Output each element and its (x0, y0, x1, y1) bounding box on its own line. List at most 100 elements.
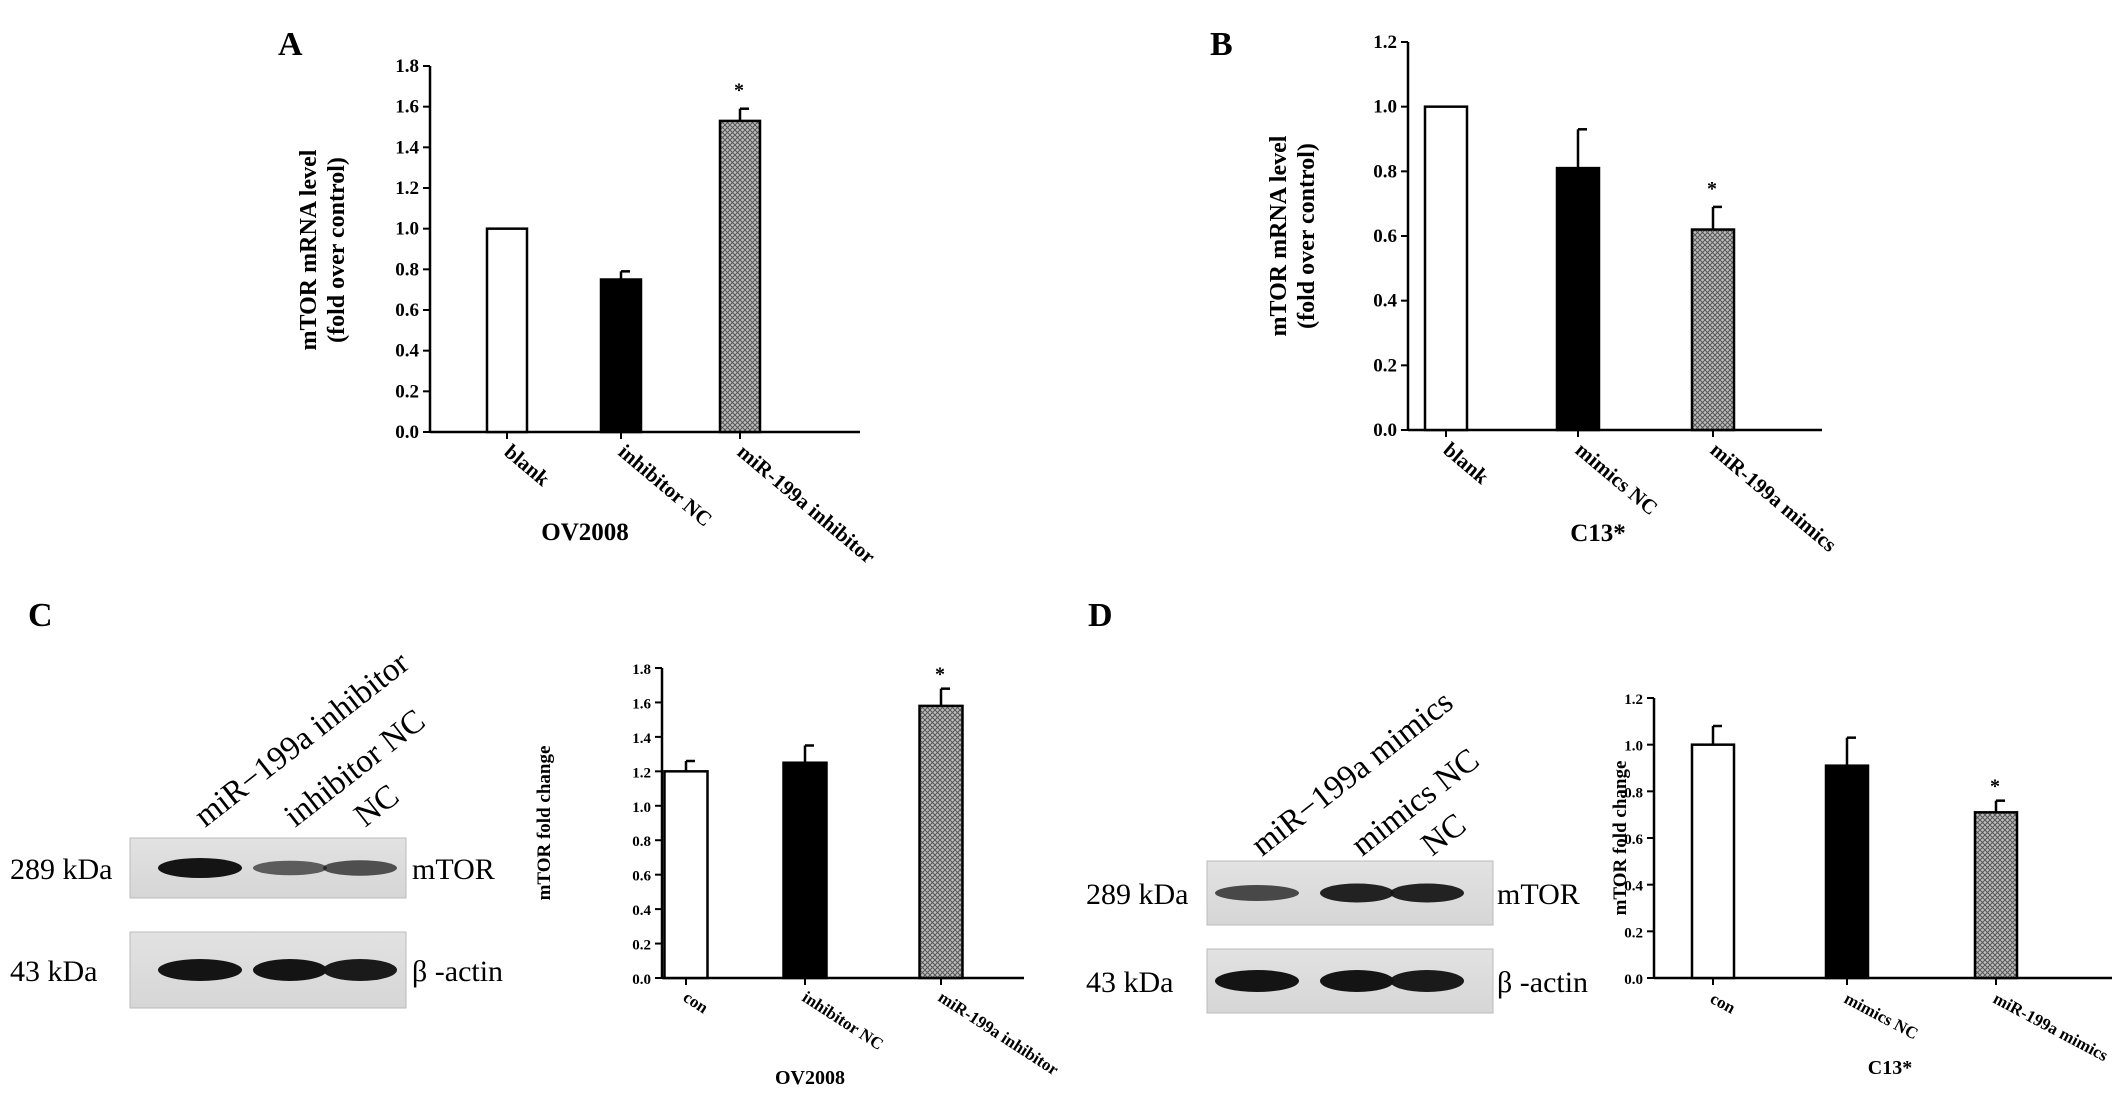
y-tick-label: 0.6 (1373, 226, 1397, 247)
blot-protein-label: mTOR (412, 853, 495, 886)
blot-band (158, 858, 242, 878)
x-category-label: inhibitor NC (799, 987, 887, 1053)
y-tick-label: 0.2 (632, 938, 651, 954)
x-axis-title: OV2008 (775, 1067, 845, 1089)
blot-size-label: 43 kDa (10, 955, 97, 988)
y-tick-label: 1.0 (1373, 97, 1397, 118)
y-tick-label: 1.8 (395, 56, 419, 77)
chart-b: 0.0 0.2 0.4 0.6 0.8 1.0 1.2 blank mimics NC * miR-… (1266, 32, 1841, 557)
chart-d: 0.0 0.2 0.4 0.6 0.8 1.0 1.2 con mimics NC * miR-19… (1610, 692, 2112, 1079)
y-tick-label: 1.0 (1624, 739, 1643, 755)
y-tick-label: 1.2 (1373, 32, 1397, 53)
blot-protein-label: β -actin (1497, 966, 1588, 999)
bar (782, 761, 828, 980)
y-axis-title: mTOR fold change (534, 746, 555, 901)
y-tick-label: 0.4 (1373, 291, 1397, 312)
bar (663, 770, 709, 980)
significance-star: * (734, 80, 744, 102)
blot-size-label: 43 kDa (1086, 966, 1173, 999)
x-category-label: con (1707, 989, 1739, 1018)
y-axis-title-line: mTOR mRNA level (296, 149, 322, 350)
blot-band (1320, 970, 1394, 992)
y-tick-label: 0.4 (395, 341, 419, 362)
y-tick-label: 0.0 (632, 972, 651, 988)
blot-protein-label: β -actin (412, 955, 503, 988)
y-tick-label: 0.6 (632, 869, 651, 885)
x-category-label: inhibitor NC (614, 439, 717, 531)
y-tick-label: 1.6 (632, 696, 651, 712)
y-tick-label: 1.4 (632, 731, 651, 747)
chart-a: 0.0 0.2 0.4 0.6 0.8 1.0 1.2 1.4 1.6 1.8 blank inhib… (296, 56, 880, 568)
y-axis-title-line: mTOR fold change (534, 746, 555, 901)
y-tick-label: 0.8 (632, 834, 651, 850)
bar (718, 119, 762, 434)
blot-band (1320, 883, 1394, 903)
y-tick-label: 1.0 (395, 219, 419, 240)
blot-band (253, 959, 327, 981)
y-tick-label: 0.6 (395, 300, 419, 321)
x-category-label: miR-199a mimics (1706, 437, 1842, 556)
blot-band (1390, 883, 1464, 903)
y-tick-label: 1.2 (395, 178, 419, 199)
blot-band (323, 860, 397, 876)
y-axis-title-line: mTOR mRNA level (1266, 135, 1292, 336)
bar (1973, 811, 2019, 980)
bar (1824, 764, 1870, 980)
x-category-label: blank (500, 439, 555, 491)
blot-size-label: 289 kDa (10, 853, 112, 886)
blot-band (1215, 885, 1299, 901)
x-category-label: miR-199a inhibitor (733, 439, 880, 568)
y-tick-label: 0.2 (395, 381, 419, 402)
y-tick-label: 1.2 (632, 765, 651, 781)
blot-band (1390, 970, 1464, 992)
x-category-label: mimics NC (1571, 437, 1663, 519)
y-axis-title: mTOR mRNA level(fold over control) (296, 149, 350, 350)
y-tick-label: 1.8 (632, 662, 651, 678)
y-axis-title-line: mTOR fold change (1610, 761, 1631, 916)
y-tick-label: 0.2 (1624, 925, 1643, 941)
bar (1690, 743, 1736, 980)
y-tick-label: 1.6 (395, 97, 419, 118)
bar (1555, 166, 1601, 432)
y-tick-label: 0.6 (1624, 832, 1643, 848)
panel-label-b: B (1210, 26, 1233, 63)
panel-label-a: A (278, 26, 303, 63)
bar (918, 704, 964, 980)
y-tick-label: 0.4 (1624, 879, 1643, 895)
x-category-label: blank (1439, 437, 1494, 489)
blot-band (253, 860, 327, 876)
y-axis-title: mTOR fold change (1610, 761, 1631, 916)
x-category-label: miR-199a inhibitor (935, 987, 1063, 1079)
y-tick-label: 1.0 (632, 800, 651, 816)
significance-star: * (935, 664, 945, 686)
y-tick-label: 0.8 (1624, 785, 1643, 801)
y-axis-title-line: (fold over control) (1294, 143, 1320, 329)
significance-star: * (1707, 178, 1717, 200)
y-tick-label: 1.4 (395, 137, 419, 158)
y-tick-label: 0.8 (1373, 161, 1397, 182)
y-axis-title: mTOR mRNA level(fold over control) (1266, 135, 1320, 336)
significance-star: * (1990, 776, 2000, 798)
blot-band (323, 959, 397, 981)
panel-label-c: C (28, 597, 53, 634)
y-tick-label: 0.2 (1373, 355, 1397, 376)
bar (1690, 228, 1736, 432)
bar (1423, 105, 1469, 432)
y-tick-label: 0.4 (632, 903, 651, 919)
blot-band (158, 959, 242, 981)
y-tick-label: 0.0 (1624, 972, 1643, 988)
blot-protein-label: mTOR (1497, 878, 1580, 911)
blot-size-label: 289 kDa (1086, 878, 1188, 911)
y-tick-label: 0.0 (1373, 420, 1397, 441)
y-tick-label: 0.0 (395, 422, 419, 443)
bar (599, 278, 643, 434)
x-category-label: con (680, 987, 712, 1017)
x-axis-title: OV2008 (541, 519, 629, 546)
y-tick-label: 0.8 (395, 259, 419, 280)
y-axis-title-line: (fold over control) (324, 157, 350, 343)
bar (485, 227, 529, 434)
x-axis-title: C13* (1868, 1057, 1912, 1079)
